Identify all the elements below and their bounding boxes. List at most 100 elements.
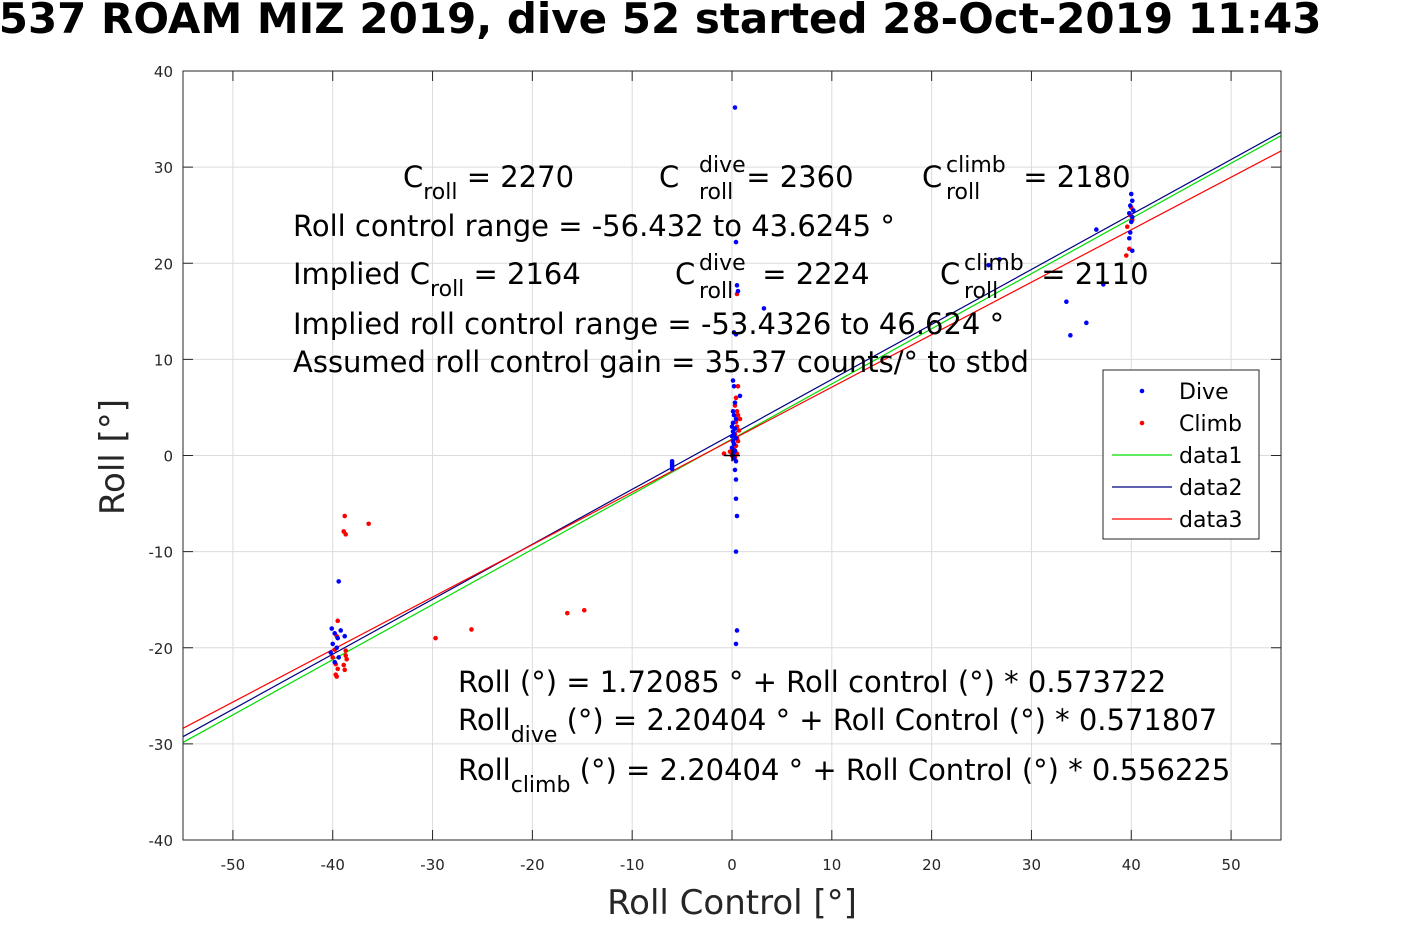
point-dive — [733, 239, 739, 245]
point-dive — [997, 257, 1002, 262]
legend-items: Dive Climb data1 data2 data3 — [1112, 380, 1243, 533]
point-dive — [1126, 235, 1132, 241]
point-dive — [1128, 191, 1134, 197]
legend: Dive Climb data1 data2 data3 — [1102, 369, 1260, 540]
point-climb — [334, 674, 340, 679]
annotation-gain: Assumed roll control gain = 35.37 counts… — [293, 345, 1029, 379]
point-dive — [332, 659, 338, 665]
point-dive — [734, 513, 740, 519]
y-tick-label: -30 — [149, 736, 174, 754]
y-axis-label: Roll [°] — [93, 399, 133, 515]
point-dive — [1101, 282, 1106, 287]
point-climb — [343, 648, 349, 653]
point-dive — [669, 466, 675, 472]
point-climb — [433, 635, 438, 641]
point-dive — [986, 262, 991, 268]
x-tick-label: -20 — [520, 856, 545, 874]
x-tick-labels: -50 -40 -30 -20 -10 0 10 20 30 40 50 — [221, 856, 1241, 874]
annotation-implied-range: Implied roll control range = -53.4326 to… — [293, 307, 1004, 341]
annotation-fit-all: Roll (°) = 1.72085 ° + Roll control (°) … — [458, 665, 1166, 699]
y-tick-label: 40 — [154, 63, 173, 81]
point-dive — [733, 435, 739, 441]
point-climb — [734, 408, 740, 414]
point-dive — [730, 408, 736, 414]
point-climb — [343, 532, 349, 537]
legend-label: data1 — [1179, 444, 1243, 469]
point-climb — [1124, 224, 1130, 230]
point-climb — [1123, 253, 1129, 258]
plot-box — [182, 70, 1282, 841]
point-dive — [733, 477, 739, 482]
point-dive — [735, 288, 741, 294]
point-dive — [730, 378, 736, 383]
point-dive — [730, 420, 736, 426]
point-dive — [1068, 333, 1073, 338]
point-climb — [735, 412, 741, 418]
point-dive — [1064, 299, 1069, 305]
y-tick-label: 20 — [154, 255, 173, 273]
point-climb — [335, 618, 341, 624]
legend-label: data2 — [1179, 476, 1243, 501]
point-climb — [330, 655, 336, 660]
x-tick-label: 20 — [922, 856, 941, 874]
point-dive — [328, 650, 334, 655]
point-dive — [329, 626, 335, 631]
point-dive — [330, 641, 336, 647]
point-dive — [1130, 208, 1136, 213]
x-tick-label: -30 — [420, 856, 445, 874]
y-tick-labels: 40 30 20 10 0 -10 -20 -30 -40 — [149, 63, 174, 850]
x-tick-label: 40 — [1122, 856, 1141, 874]
point-dive — [1126, 210, 1132, 216]
point-dive — [1127, 203, 1133, 208]
legend-marker-dive — [1139, 388, 1145, 394]
point-dive — [342, 633, 348, 639]
point-climb — [737, 416, 743, 422]
point-dive — [335, 635, 341, 641]
point-climb — [733, 395, 739, 401]
x-tick-label: 50 — [1222, 856, 1241, 874]
point-climb — [469, 627, 474, 632]
point-dive — [731, 441, 737, 447]
point-climb — [342, 513, 348, 519]
point-dive — [732, 400, 738, 405]
legend-label: Dive — [1179, 380, 1229, 405]
y-tick-label: 30 — [154, 159, 173, 177]
x-tick-label: -10 — [620, 856, 645, 874]
point-dive — [733, 549, 739, 554]
point-dive — [733, 416, 739, 422]
point-dive — [336, 579, 342, 584]
point-dive — [334, 645, 340, 651]
chart-title-text: SG537 ROAM MIZ 2019, dive 52 started 28-… — [0, 0, 1322, 43]
x-axis-label: Roll Control [°] — [607, 883, 857, 923]
point-climb — [581, 607, 587, 613]
point-dive — [1129, 248, 1135, 254]
point-dive — [669, 458, 675, 464]
point-dive — [1128, 219, 1134, 225]
x-tick-label: 0 — [727, 856, 737, 874]
point-climb — [344, 656, 350, 662]
point-climb — [341, 662, 347, 668]
y-tick-label: 10 — [154, 351, 173, 369]
point-climb — [721, 451, 727, 456]
point-dive — [731, 383, 737, 389]
legend-label: data3 — [1179, 508, 1243, 533]
point-dive — [732, 105, 738, 110]
point-dive — [1127, 230, 1133, 235]
point-dive — [734, 283, 740, 288]
point-dive — [338, 628, 344, 633]
point-dive — [733, 496, 739, 502]
legend-label: Climb — [1179, 412, 1242, 437]
point-climb — [366, 521, 371, 527]
annotation-c-roll: Croll = 2270 — [403, 160, 574, 205]
y-tick-label: -10 — [149, 544, 174, 562]
point-dive — [1084, 320, 1089, 326]
annotation-fit-climb: Rollclimb (°) = 2.20404 ° + Roll Control… — [458, 753, 1230, 798]
point-climb — [342, 667, 348, 673]
legend-box — [1102, 369, 1260, 540]
point-dive — [1129, 214, 1135, 220]
legend-marker-climb — [1139, 420, 1145, 426]
annotation-range: Roll control range = -56.432 to 43.6245 … — [293, 209, 895, 243]
